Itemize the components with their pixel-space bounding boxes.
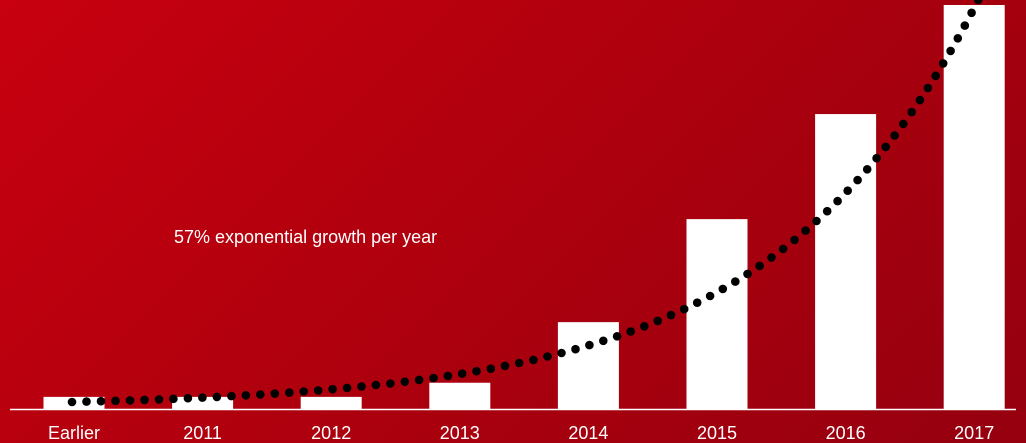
trend-dot <box>778 244 788 254</box>
trend-dot <box>457 369 467 378</box>
trend-dot <box>881 142 890 152</box>
trend-dot <box>705 291 715 301</box>
trend-dot <box>96 396 106 406</box>
trend-dot <box>767 253 776 262</box>
trend-dot <box>414 375 424 385</box>
trend-dot <box>626 327 635 336</box>
bar-2012 <box>300 396 362 409</box>
trend-dot <box>833 196 842 206</box>
trend-dot <box>500 361 510 371</box>
trend-dot <box>285 388 294 397</box>
trend-dot <box>973 0 983 5</box>
trend-dot <box>154 395 164 404</box>
trend-dot <box>169 394 178 404</box>
trend-dot <box>822 206 832 216</box>
x-tick-label: 2014 <box>568 423 608 443</box>
trend-dot <box>571 344 580 354</box>
trend-dot <box>270 389 280 398</box>
trend-dot <box>585 340 594 350</box>
trend-dot <box>313 386 323 395</box>
trend-dot <box>125 396 135 405</box>
trend-dot <box>371 380 381 390</box>
trend-dot <box>953 34 963 43</box>
trend-dot <box>299 387 309 396</box>
trend-dot <box>755 261 764 271</box>
trend-dot <box>938 59 948 68</box>
trend-dot <box>443 371 453 381</box>
trend-dot <box>899 119 908 129</box>
trend-dot <box>486 364 496 374</box>
trend-dot <box>599 336 608 346</box>
trend-dot <box>67 397 77 407</box>
trend-dot <box>653 316 662 326</box>
trend-dot <box>255 390 265 399</box>
trend-dot <box>872 153 881 163</box>
trend-dot <box>907 107 916 117</box>
trend-dot <box>843 186 852 195</box>
trend-dot <box>743 269 752 279</box>
trend-dot <box>612 332 622 341</box>
trend-dot <box>890 131 899 140</box>
bar-2013 <box>429 382 491 409</box>
bars-group <box>43 5 1005 409</box>
trend-dot <box>946 46 955 56</box>
trend-dot <box>357 382 366 391</box>
trend-dot <box>790 235 799 245</box>
trend-dot <box>967 8 976 18</box>
trend-dot <box>692 298 702 308</box>
trend-dot <box>862 165 872 174</box>
trend-dot <box>198 393 207 402</box>
trend-dot <box>400 377 410 387</box>
trend-dot <box>801 226 810 235</box>
trend-dot <box>183 393 193 403</box>
trend-dot <box>514 358 524 368</box>
trend-dot <box>82 397 91 406</box>
x-tick-label: 2016 <box>826 423 866 443</box>
trend-dot <box>960 21 970 30</box>
trend-dot <box>666 310 676 320</box>
trend-dot <box>328 384 337 394</box>
trend-line <box>67 0 983 407</box>
x-tick-label: 2015 <box>697 423 737 443</box>
bar-2017 <box>943 5 1005 409</box>
trend-dot <box>212 392 222 402</box>
x-tick-label: 2013 <box>440 423 480 443</box>
trend-dot <box>923 83 933 93</box>
x-tick-label: 2017 <box>954 423 994 443</box>
trend-dot <box>679 304 689 314</box>
trend-dot <box>429 373 438 383</box>
trend-dot <box>543 352 552 361</box>
x-tick-label: Earlier <box>48 423 100 443</box>
bar-2016 <box>815 114 877 409</box>
trend-dot <box>472 366 481 376</box>
trend-dot <box>342 383 352 393</box>
bar-2014 <box>557 322 619 409</box>
trend-dot <box>931 71 940 81</box>
trend-dot <box>640 322 649 331</box>
growth-annotation: 57% exponential growth per year <box>174 227 437 247</box>
x-tick-labels: Earlier 2011 2012 2013 2014 2015 2016 2017 <box>48 423 994 443</box>
trend-dot <box>241 391 251 400</box>
trend-dot <box>111 396 120 406</box>
trend-dot <box>227 391 236 401</box>
trend-dot <box>557 348 566 358</box>
trend-dot <box>915 95 925 105</box>
x-tick-label: 2012 <box>311 423 351 443</box>
x-tick-label: 2011 <box>183 423 222 443</box>
trend-dot <box>812 216 821 226</box>
trend-dot <box>731 277 740 286</box>
trend-dot <box>386 379 395 388</box>
trend-dot <box>140 395 149 405</box>
trend-dot <box>718 284 728 294</box>
trend-dot <box>853 175 862 185</box>
trend-dot <box>529 355 538 365</box>
bar-2015 <box>686 219 748 409</box>
